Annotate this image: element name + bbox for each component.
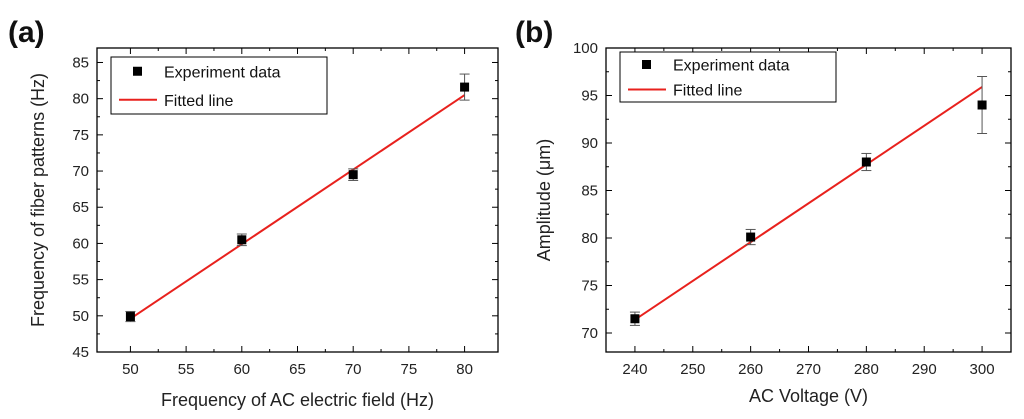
fitted-line: [129, 94, 466, 320]
panel-label-a: (a): [8, 16, 45, 49]
x-tick-label: 250: [680, 361, 705, 378]
y-axis-label: Frequency of fiber patterns (Hz): [28, 73, 48, 327]
y-tick-label: 45: [72, 344, 89, 361]
y-tick-label: 55: [72, 272, 89, 289]
y-axis-label: Amplitude (μm): [534, 139, 554, 261]
legend-marker-square: [642, 60, 651, 69]
y-tick-label: 95: [581, 88, 598, 105]
x-axis-label: AC Voltage (V): [749, 386, 868, 406]
data-point: [861, 157, 871, 167]
legend-label: Experiment data: [164, 64, 281, 81]
y-tick-label: 80: [72, 91, 89, 108]
x-tick-label: 290: [912, 361, 937, 378]
x-tick-label: 75: [401, 361, 418, 378]
x-tick-label: 80: [456, 361, 473, 378]
legend-label: Experiment data: [673, 58, 790, 75]
x-tick-label: 240: [622, 361, 647, 378]
legend-label: Fitted line: [164, 93, 233, 110]
x-tick-label: 70: [345, 361, 362, 378]
legend-marker-square: [133, 66, 142, 76]
chart-panel-b: (b) 240 250 260 270 280 290 300 70 75 80 85 90 95 100…: [515, 16, 1012, 406]
y-tick-label: 90: [581, 135, 598, 152]
y-tick-label: 70: [581, 325, 598, 342]
data-point: [630, 314, 640, 324]
y-tick-label: 60: [72, 235, 89, 252]
legend-box: [619, 51, 837, 103]
fitted-line: [634, 86, 983, 321]
y-tick-label: 85: [72, 54, 89, 71]
legend-label: Fitted line: [673, 83, 742, 100]
x-tick-label: 300: [970, 361, 995, 378]
y-tick-label: 75: [72, 127, 89, 144]
x-tick-label: 260: [738, 361, 763, 378]
data-point: [977, 100, 987, 110]
data-point: [460, 82, 470, 92]
x-tick-label: 50: [122, 361, 139, 378]
data-point: [125, 312, 135, 322]
y-tick-label: 65: [72, 199, 89, 216]
x-tick-label: 65: [289, 361, 306, 378]
x-axis-label: Frequency of AC electric field (Hz): [161, 390, 434, 410]
data-point: [746, 232, 756, 242]
y-tick-label: 80: [581, 230, 598, 247]
panel-label-b: (b): [515, 16, 553, 49]
chart-panel-a: (a) 50 55 60 65 70 75 80 45 50 55 60 65 70 75 80 85 Freq…: [8, 16, 499, 410]
data-point: [348, 170, 358, 180]
legend-box: [110, 56, 328, 115]
x-tick-label: 55: [178, 361, 195, 378]
x-tick-label: 60: [233, 361, 250, 378]
data-point: [237, 235, 247, 245]
y-tick-label: 70: [72, 163, 89, 180]
y-tick-label: 85: [581, 183, 598, 200]
x-tick-label: 270: [796, 361, 821, 378]
y-tick-label: 50: [72, 308, 89, 325]
y-tick-label: 75: [581, 278, 598, 295]
y-tick-label: 100: [573, 40, 598, 57]
x-tick-label: 280: [854, 361, 879, 378]
